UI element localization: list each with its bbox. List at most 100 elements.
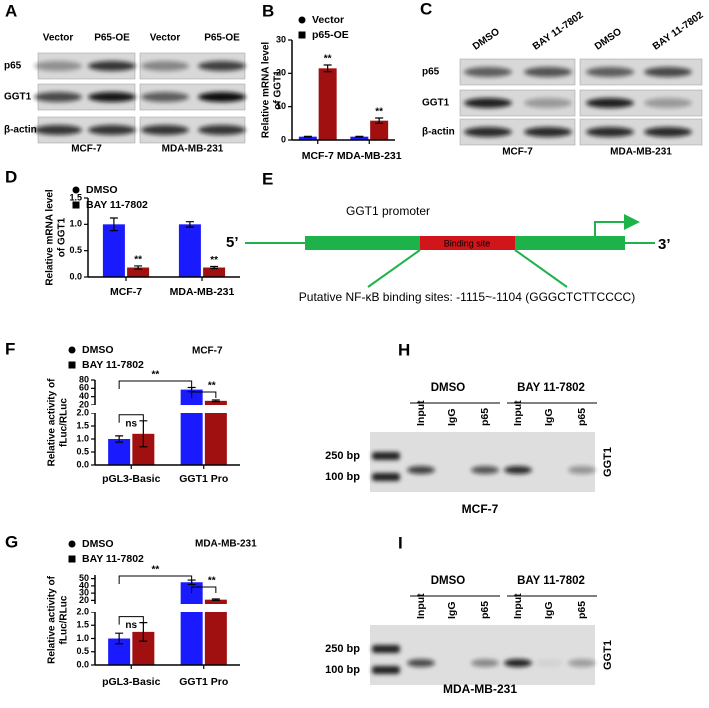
bar (370, 120, 389, 140)
y-tick-label: 1.5 (76, 420, 89, 430)
x-tick-label: GGT1 Pro (179, 473, 228, 485)
x-tick-label: pGL3-Basic (102, 473, 161, 485)
blot-band (644, 98, 692, 108)
y-tick-label: 30 (276, 34, 286, 44)
legend-label: BAY 11-7802 (82, 553, 144, 565)
end-label: 3’ (658, 236, 671, 253)
blot-band (586, 98, 634, 108)
y-tick-label: 0.5 (76, 646, 89, 656)
column-label: DMSO (471, 26, 502, 52)
bar (298, 136, 317, 140)
column-label: Vector (43, 33, 74, 44)
blot-band (141, 125, 189, 135)
ladder-band (372, 473, 400, 481)
column-label: P65-OE (94, 33, 130, 44)
zoom-line (514, 249, 568, 288)
blot-band (586, 127, 634, 137)
gel-band (568, 466, 596, 474)
y-tick-label: 80 (79, 374, 89, 384)
blot-band (644, 67, 692, 77)
cell-line-label: MCF-7 (71, 144, 102, 155)
gene-label: GGT1 (602, 447, 614, 477)
panel-letter: B (262, 1, 274, 20)
lane-label: Input (512, 400, 524, 426)
y-tick-label: 1.0 (69, 219, 82, 229)
lane-label: p65 (479, 408, 491, 426)
end-label: 5’ (226, 234, 239, 251)
error-bar (109, 217, 118, 232)
significance-bracket (191, 391, 217, 398)
x-tick-label: MCF-7 (110, 286, 142, 298)
x-tick-label: MDA-MB-231 (170, 286, 235, 298)
ladder-band (372, 645, 400, 653)
error-bar (115, 435, 124, 443)
blot-band (198, 92, 246, 102)
panel-letter: A (5, 1, 17, 20)
bar (108, 439, 131, 465)
gel-band (407, 659, 435, 667)
gel (370, 432, 595, 492)
blot-band (141, 61, 189, 71)
legend-marker (298, 31, 306, 39)
y-axis-label: Relative mRNA level (261, 42, 272, 139)
ladder-band (372, 452, 400, 460)
y-axis-label: Relative activity of (47, 378, 58, 466)
lane-label: IgG (446, 409, 458, 427)
column-label: BAY 11-7802 (531, 10, 586, 53)
legend-label: BAY 11-7802 (86, 199, 148, 211)
error-bar (355, 135, 364, 138)
row-label: β-actin (4, 125, 37, 136)
cell-line-label: MDA-MB-231 (610, 147, 672, 158)
blot-band (464, 98, 512, 108)
y-tick-label: 40 (79, 391, 89, 401)
diagram-title: GGT1 promoter (346, 204, 430, 218)
y-tick-label: 20 (79, 595, 89, 605)
legend-label: DMSO (82, 538, 114, 550)
significance-label: ** (324, 54, 332, 65)
marker-label: 250 bp (325, 643, 360, 655)
blot-band (524, 67, 572, 77)
group-label: DMSO (431, 382, 466, 394)
blot-band (464, 127, 512, 137)
blot-band (34, 125, 82, 135)
blot-band (198, 61, 246, 71)
y-axis-label: Relative activity of (47, 575, 58, 663)
significance-label: ** (208, 576, 216, 587)
error-bar (185, 221, 194, 228)
group-label: BAY 11-7802 (517, 382, 585, 394)
significance-label: ** (375, 107, 383, 118)
cell-line-label: MDA-MB-231 (162, 144, 224, 155)
axis-break-gap (89, 405, 242, 413)
y-tick-label: 40 (79, 580, 89, 590)
blot-band (88, 61, 136, 71)
lane-label: Input (512, 593, 524, 619)
error-bar (323, 64, 332, 73)
error-bar (375, 117, 384, 124)
y-axis-label: of GGT1 (57, 217, 68, 257)
panel-letter: E (262, 169, 273, 188)
chart-title: MDA-MB-231 (195, 539, 257, 550)
gel-band (471, 466, 499, 474)
gel-band (535, 659, 563, 667)
zoom-line (367, 249, 421, 288)
ladder-band (372, 666, 400, 674)
gel (370, 625, 595, 685)
x-tick-label: GGT1 Pro (179, 676, 228, 688)
lane-label: p65 (479, 601, 491, 619)
legend-marker (68, 540, 76, 548)
cell-line-label: MCF-7 (502, 147, 533, 158)
blot-band (644, 127, 692, 137)
bar (204, 599, 227, 665)
y-tick-label: 2.0 (76, 407, 89, 417)
y-tick-label: 0.0 (76, 459, 89, 469)
blot-band (88, 125, 136, 135)
blot-band (464, 67, 512, 77)
y-tick-label: 50 (79, 573, 89, 583)
significance-label: ns (125, 620, 137, 631)
significance-bracket (118, 616, 144, 625)
y-axis-label: fLuc/RLuc (59, 398, 70, 447)
panel-letter: G (5, 532, 18, 551)
site-note: Putative NF-κB binding sites: -1115~-110… (299, 290, 635, 304)
error-bar (134, 265, 143, 270)
panel-letter: F (5, 339, 15, 358)
